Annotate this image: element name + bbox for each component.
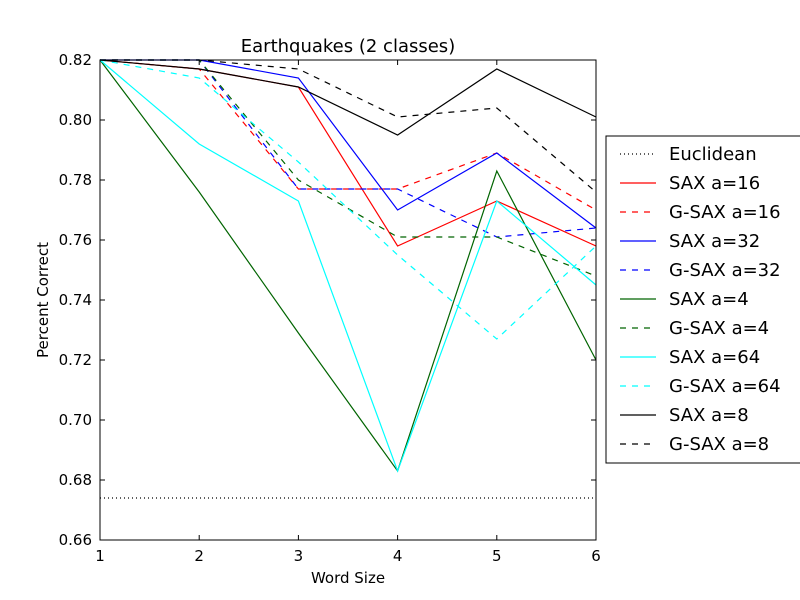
- legend-label-10: G-SAX a=8: [669, 434, 769, 455]
- x-tick-label: 4: [393, 547, 403, 565]
- x-tick-label: 2: [194, 547, 204, 565]
- series-line-7: [99, 59, 597, 473]
- x-axis-title: Word Size: [311, 569, 385, 587]
- y-tick-label: 0.78: [59, 171, 92, 189]
- legend-label-3: SAX a=32: [669, 231, 760, 252]
- y-tick-label: 0.70: [59, 411, 92, 429]
- series-line-5: [99, 59, 597, 473]
- legend-label-8: G-SAX a=64: [669, 376, 781, 397]
- y-tick-label: 0.72: [59, 351, 92, 369]
- legend-label-1: SAX a=16: [669, 173, 760, 194]
- x-tick-label: 1: [95, 547, 105, 565]
- y-tick-label: 0.82: [59, 51, 92, 69]
- series-line-2: [99, 59, 597, 211]
- series-line-8: [99, 59, 597, 340]
- chart-title: Earthquakes (2 classes): [241, 36, 455, 57]
- y-tick-label: 0.76: [59, 231, 92, 249]
- series-line-10: [100, 59, 597, 193]
- legend-label-2: G-SAX a=16: [669, 202, 781, 223]
- legend-label-7: SAX a=64: [669, 347, 760, 368]
- legend: Euclidean SAX a=16 G-SAX a=16 SAX a=32 G-SAX…: [605, 135, 800, 464]
- x-tick-label: 6: [591, 547, 601, 565]
- y-axis-title: Percent Correct: [34, 242, 52, 358]
- x-tick-label: 5: [492, 547, 502, 565]
- ticks-group: 1 2 3 4 5 6 0.66 0.68 0.70 0.72 0.74 0.76 0.78 0.80 0.…: [59, 51, 601, 565]
- legend-label-4: G-SAX a=32: [669, 260, 781, 281]
- y-tick-label: 0.74: [59, 291, 92, 309]
- series-line-6: [100, 59, 597, 277]
- series-line-9: [99, 59, 597, 136]
- y-tick-label: 0.66: [59, 531, 92, 549]
- y-tick-label: 0.68: [59, 471, 92, 489]
- series-group: [99, 59, 597, 499]
- plot-frame: [100, 60, 596, 540]
- legend-label-0: Euclidean: [669, 144, 757, 165]
- legend-label-5: SAX a=4: [669, 289, 749, 310]
- y-tick-label: 0.80: [59, 111, 92, 129]
- legend-label-9: SAX a=8: [669, 405, 749, 426]
- x-tick-label: 3: [294, 547, 304, 565]
- legend-label-6: G-SAX a=4: [669, 318, 769, 339]
- plot-area: 1 2 3 4 5 6 0.66 0.68 0.70 0.72 0.74 0.76 0.78 0.80 0.…: [59, 51, 601, 565]
